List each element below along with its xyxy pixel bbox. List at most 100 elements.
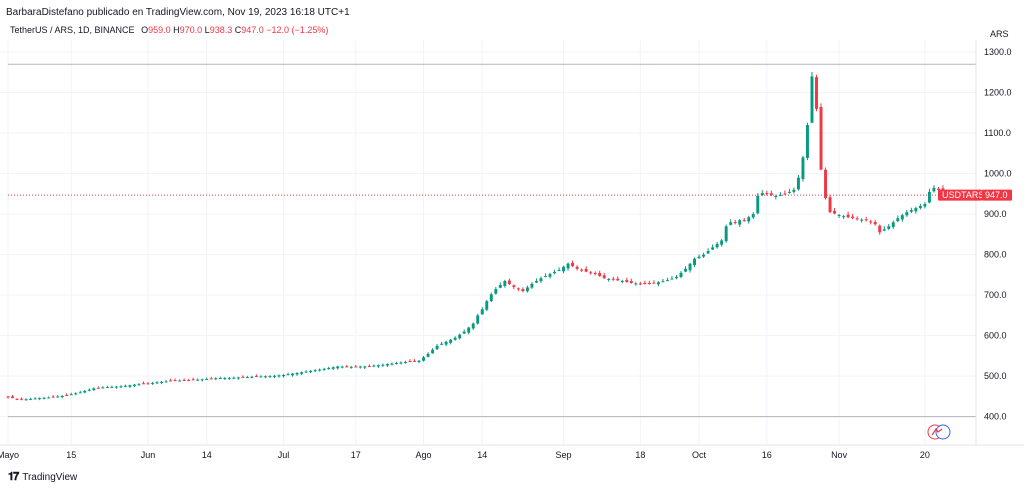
candle-body: [227, 377, 231, 379]
candle-body: [738, 220, 742, 225]
candle-body: [304, 371, 308, 373]
candle-body: [652, 282, 656, 284]
candle-body: [571, 262, 575, 267]
candle-body: [182, 379, 186, 381]
current-price-label: 947.0: [985, 190, 1008, 200]
change-value: −12.0 (−1.25%): [266, 25, 329, 35]
candle-body: [638, 283, 642, 285]
candles: [6, 72, 945, 401]
candle-body: [756, 195, 760, 214]
close-value: 947.0: [241, 25, 264, 35]
candle-body: [435, 345, 439, 350]
candle-body: [426, 353, 430, 357]
tradingview-icon: 𝟏𝟕: [8, 471, 19, 483]
candle-body: [431, 349, 435, 354]
candle-body: [796, 177, 800, 190]
candle-body: [173, 380, 177, 382]
candle-body: [417, 360, 421, 362]
candle-body: [575, 266, 579, 269]
candle-body: [47, 397, 51, 399]
candle-body: [440, 343, 444, 345]
candle-body: [137, 384, 141, 386]
candle-body: [241, 376, 245, 378]
time-tick-label: 14: [202, 450, 212, 460]
candle-body: [927, 191, 931, 203]
candle-body: [101, 387, 105, 389]
chart-grid: [0, 40, 976, 445]
candle-body: [236, 377, 240, 379]
candle-body: [74, 393, 78, 395]
candle-body: [60, 395, 64, 398]
candle-body: [656, 282, 660, 285]
candle-body: [187, 380, 191, 382]
candle-body: [914, 208, 918, 212]
candle-body: [634, 283, 638, 285]
candle-body: [842, 216, 846, 218]
candle-body: [322, 368, 326, 370]
candle-body: [566, 263, 570, 269]
candle-body: [679, 272, 683, 277]
price-tick-label: 400.0: [984, 412, 1007, 422]
candle-body: [534, 280, 538, 283]
publisher-line: BarbaraDistefano publicado en TradingVie…: [6, 7, 350, 18]
candle-body: [282, 374, 285, 377]
candle-body: [918, 206, 922, 208]
tradingview-logo[interactable]: 𝟏𝟕 TradingView: [8, 471, 77, 484]
candle-body: [191, 379, 195, 381]
candle-body: [765, 193, 769, 195]
candle-body: [607, 278, 611, 280]
candle-body: [340, 366, 344, 368]
candle-body: [87, 389, 91, 391]
candle-body: [747, 217, 751, 222]
low-value: 938.3: [209, 25, 233, 35]
candle-body: [250, 376, 254, 378]
candle-body: [729, 222, 733, 225]
close-label: C: [234, 25, 242, 35]
time-tick-label: Oct: [692, 450, 707, 460]
candle-body: [539, 278, 543, 282]
candle-body: [78, 392, 82, 394]
time-axis: Mayo 15 Jun 14 Jul 17 Ago 14 Sep 18 Oct 16 Nov 20: [0, 450, 930, 460]
candle-body: [133, 384, 136, 386]
open-value: 959.0: [148, 25, 171, 35]
candle-body: [367, 365, 371, 367]
candle-body: [254, 376, 258, 378]
candle-body: [702, 254, 706, 257]
candle-body: [444, 341, 448, 345]
candle-body: [516, 288, 520, 290]
candle-body: [300, 372, 304, 374]
candle-body: [38, 398, 42, 400]
candle-body: [629, 281, 633, 283]
candle-body: [65, 394, 69, 396]
candle-body: [720, 240, 724, 245]
candle-body: [675, 276, 678, 279]
flag-icon[interactable]: [927, 424, 951, 440]
candle-body: [602, 275, 606, 279]
candle-body: [286, 374, 290, 376]
candle-body: [453, 337, 457, 340]
candle-body: [24, 399, 28, 401]
candle-body: [869, 221, 873, 223]
candle-body: [467, 327, 471, 333]
candle-body: [114, 386, 118, 388]
candle-body: [331, 367, 335, 369]
price-tick-label: 1000.0: [984, 169, 1012, 179]
candle-body: [449, 339, 453, 343]
candle-body: [327, 368, 331, 370]
candle-body: [661, 281, 665, 283]
candle-body: [620, 280, 624, 282]
candle-body: [11, 396, 14, 399]
candle-body: [6, 396, 10, 398]
candle-body: [29, 398, 33, 400]
candle-body: [819, 106, 823, 170]
candle-body: [860, 219, 864, 221]
candle-body: [923, 204, 927, 207]
candle-body: [200, 379, 204, 381]
candle-body: [833, 210, 837, 214]
candle-body: [295, 372, 299, 375]
candle-body: [801, 157, 805, 180]
candle-body: [381, 364, 385, 366]
candle-body: [548, 274, 552, 277]
candle-body: [562, 266, 566, 272]
